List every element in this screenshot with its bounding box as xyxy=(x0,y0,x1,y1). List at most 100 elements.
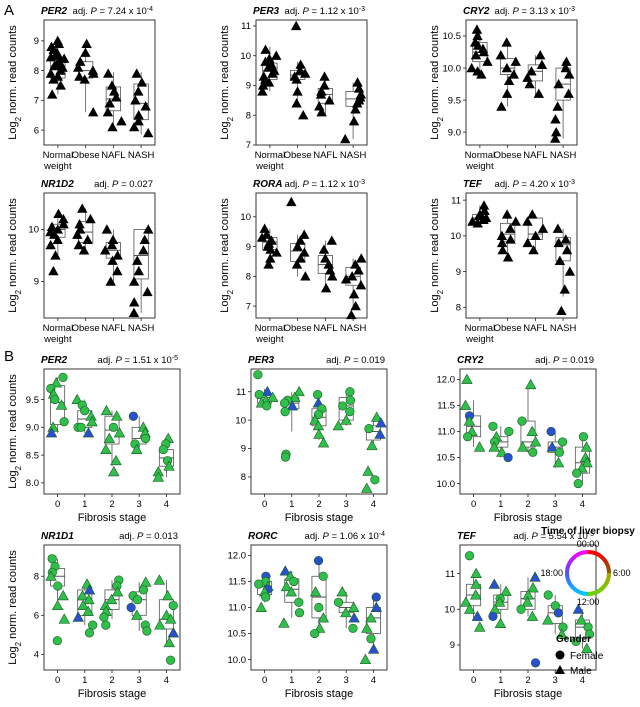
y-axis-label: Log2 norm. read counts xyxy=(7,198,23,313)
data-point xyxy=(488,441,500,452)
data-point xyxy=(546,426,556,437)
data-point xyxy=(553,78,564,89)
data-point xyxy=(256,232,268,242)
data-point xyxy=(51,599,64,611)
data-point xyxy=(350,300,361,311)
data-point xyxy=(106,239,118,250)
data-point xyxy=(367,643,380,654)
gene-title: PER2 xyxy=(41,355,68,366)
data-point xyxy=(530,658,541,668)
x-tick-label: Normal xyxy=(43,150,74,161)
data-point xyxy=(280,452,291,462)
data-point xyxy=(552,456,565,468)
data-point xyxy=(165,655,176,665)
data-point xyxy=(153,574,166,585)
gene-title: NR1D1 xyxy=(41,531,74,542)
data-point xyxy=(310,628,320,639)
data-point xyxy=(266,391,279,402)
data-point xyxy=(473,441,486,452)
y-tick-label: 9 xyxy=(450,640,455,651)
data-point xyxy=(292,86,303,96)
x-tick-label: Obese xyxy=(72,323,100,334)
data-point xyxy=(47,554,57,564)
data-point xyxy=(536,59,548,70)
y-tick-label: 9 xyxy=(246,242,251,253)
data-point xyxy=(267,68,278,78)
y-tick-label: 11 xyxy=(445,569,455,580)
x-tick-label: 4 xyxy=(371,675,376,686)
y-tick-label: 11 xyxy=(241,21,251,32)
x-tick-label: 2 xyxy=(525,675,530,686)
pvalue-label: adj. P = 1.06 x 10-4 xyxy=(305,531,386,543)
data-point xyxy=(105,593,118,605)
data-point xyxy=(572,603,585,614)
data-point xyxy=(504,426,514,437)
data-point xyxy=(59,417,69,427)
data-point xyxy=(45,239,56,250)
gene-title: NR1D2 xyxy=(41,179,74,190)
data-point xyxy=(72,62,84,72)
data-point xyxy=(553,237,564,248)
data-point xyxy=(130,95,141,105)
y-tick-label: 10 xyxy=(240,212,251,223)
data-point xyxy=(312,389,323,400)
x-tick-label: 3 xyxy=(553,499,558,510)
data-point xyxy=(106,80,118,90)
data-point xyxy=(55,80,66,90)
x-tick-label: Normal xyxy=(465,150,496,161)
data-point xyxy=(553,608,563,618)
data-point xyxy=(143,224,154,234)
data-point xyxy=(560,62,571,73)
data-point xyxy=(350,104,361,114)
data-point xyxy=(299,68,311,78)
data-point xyxy=(260,44,271,54)
x-tick-label: Normal xyxy=(255,150,286,161)
data-point xyxy=(575,614,587,625)
x-tick-label-line2: weight xyxy=(43,334,72,345)
data-point xyxy=(263,62,274,72)
data-point xyxy=(110,454,122,466)
data-point xyxy=(517,441,529,452)
data-point xyxy=(140,101,151,111)
y-tick-label: 11.0 xyxy=(437,427,455,438)
data-point xyxy=(161,589,174,601)
data-point xyxy=(50,394,60,405)
data-point xyxy=(471,610,484,621)
x-axis-label: Fibrosis stage xyxy=(78,688,146,700)
y-tick-label: 8.5 xyxy=(26,450,39,461)
y-tick-label: 10 xyxy=(240,51,251,62)
data-point xyxy=(464,551,475,561)
data-point xyxy=(470,50,482,60)
data-point xyxy=(476,69,487,79)
y-tick-label: 11 xyxy=(451,195,461,206)
x-tick-label: Obese xyxy=(284,323,312,334)
data-point xyxy=(479,205,490,216)
data-point xyxy=(163,460,175,471)
data-point xyxy=(271,50,282,60)
pvalue-label: adj. P = 0.019 xyxy=(535,355,594,366)
data-point xyxy=(137,421,150,432)
data-point xyxy=(293,385,305,397)
x-tick-label-line2: weight xyxy=(465,334,494,345)
data-point xyxy=(72,611,84,622)
data-point xyxy=(52,50,64,60)
data-point xyxy=(482,56,493,66)
data-point xyxy=(324,95,335,105)
legend-time-right: 6:00 xyxy=(613,568,631,578)
data-point xyxy=(580,441,593,452)
y-tick-label: 10.5 xyxy=(443,31,462,42)
data-point xyxy=(133,115,144,126)
data-point xyxy=(347,601,360,612)
data-point xyxy=(108,422,118,432)
data-point xyxy=(158,444,168,455)
data-point xyxy=(80,47,91,57)
data-point xyxy=(350,259,361,269)
x-tick-label: NAFL xyxy=(523,323,547,334)
gene-title: PER3 xyxy=(253,6,280,17)
data-point xyxy=(261,592,271,602)
data-point xyxy=(132,595,143,605)
y-tick-label: 8 xyxy=(456,302,461,313)
data-point xyxy=(340,133,351,144)
